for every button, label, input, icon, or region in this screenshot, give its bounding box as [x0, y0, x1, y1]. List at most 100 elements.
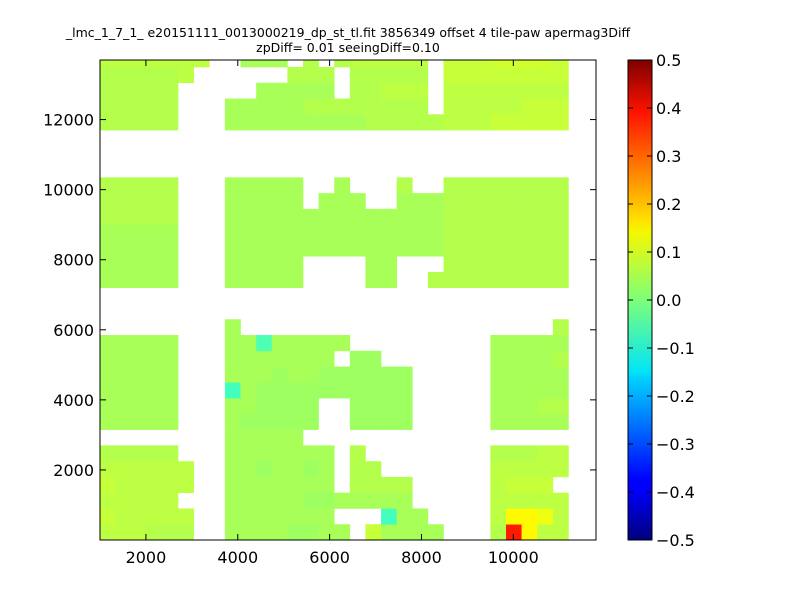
heatmap-cell	[396, 492, 413, 509]
heatmap-cell	[162, 114, 179, 131]
heatmap-cell	[115, 413, 132, 430]
heatmap-cell	[146, 350, 163, 367]
heatmap-cell	[302, 240, 319, 257]
heatmap-cell	[365, 524, 382, 540]
heatmap-cell	[256, 224, 273, 241]
heatmap-cell	[490, 177, 507, 194]
heatmap-cell	[100, 240, 116, 257]
heatmap-cell	[287, 398, 304, 415]
heatmap-cell	[349, 398, 366, 415]
heatmap-cell	[146, 114, 163, 131]
heatmap-cell	[271, 461, 288, 478]
heatmap-cell	[100, 271, 116, 289]
heatmap-cell	[224, 524, 241, 540]
heatmap-cell	[349, 382, 366, 399]
heatmap-cell	[318, 382, 335, 399]
heatmap-cell	[302, 398, 319, 415]
heatmap-cell	[115, 271, 132, 289]
heatmap-cell	[490, 224, 507, 241]
heatmap-cell	[443, 67, 460, 84]
heatmap-cell	[162, 256, 179, 273]
heatmap-cell	[521, 461, 538, 478]
heatmap-cell	[302, 492, 319, 509]
heatmap-cell	[178, 461, 194, 478]
heatmap-cell	[365, 398, 382, 415]
heatmap-cell	[365, 60, 382, 68]
heatmap-cell	[427, 240, 444, 257]
heatmap-cell	[537, 271, 554, 289]
heatmap-cell	[131, 208, 148, 225]
y-tick-label: 12000	[43, 111, 94, 130]
heatmap-cell	[443, 193, 460, 210]
heatmap-cell	[521, 208, 538, 225]
heatmap-cell	[115, 476, 132, 493]
colorbar-tick-label: −0.3	[656, 435, 695, 454]
heatmap-cell	[146, 271, 163, 289]
colorbar-tick-label: −0.1	[656, 339, 695, 358]
colorbar-tick-label: −0.5	[656, 531, 695, 550]
heatmap-cell	[146, 335, 163, 352]
heatmap-cell	[318, 335, 335, 352]
heatmap-cell	[115, 398, 132, 415]
heatmap-cell	[475, 35, 491, 51]
heatmap-cell	[521, 335, 538, 352]
heatmap-cell	[224, 114, 241, 131]
heatmap-cell	[115, 98, 132, 115]
heatmap-cell	[256, 114, 273, 131]
heatmap-cell	[147, 35, 163, 51]
heatmap-cell	[240, 240, 257, 257]
heatmap-cell	[287, 492, 304, 509]
heatmap-cell	[271, 445, 288, 462]
heatmap-cell	[552, 508, 569, 525]
heatmap-cell	[396, 98, 413, 115]
heatmap-cell	[100, 256, 116, 273]
heatmap-cell	[334, 177, 351, 194]
heatmap-cell	[537, 492, 554, 509]
heatmap-cell	[552, 98, 569, 115]
heatmap-cell	[318, 492, 335, 509]
heatmap-cell	[412, 114, 429, 131]
heatmap-cell	[459, 193, 476, 210]
heatmap-cell	[162, 335, 179, 352]
heatmap-cell	[474, 114, 491, 131]
heatmap-cell	[522, 35, 538, 51]
heatmap-cell	[552, 82, 569, 99]
heatmap-cell	[240, 114, 257, 131]
heatmap-cell	[334, 60, 351, 68]
heatmap-cell	[131, 461, 148, 478]
heatmap-cell	[381, 508, 397, 525]
heatmap-cell	[146, 476, 163, 493]
heatmap-cell	[505, 114, 522, 131]
heatmap-cell	[287, 350, 304, 367]
heatmap-cell	[224, 335, 241, 352]
heatmap-cell	[240, 476, 257, 493]
heatmap-cell	[521, 98, 538, 115]
heatmap-cell	[506, 35, 522, 51]
heatmap-cell	[271, 224, 288, 241]
heatmap-cell	[334, 224, 351, 241]
heatmap-cell	[318, 193, 335, 210]
heatmap-cell	[162, 382, 179, 399]
heatmap-cell	[178, 476, 194, 493]
heatmap-cell	[302, 350, 319, 367]
heatmap-cell	[349, 461, 366, 478]
heatmap-cell	[256, 60, 273, 68]
heatmap-cell	[537, 256, 554, 273]
chart-title-line-2: zpDiff= 0.01 seeingDiff=0.10	[256, 40, 440, 55]
heatmap-cell	[365, 82, 382, 99]
heatmap-cell	[256, 524, 273, 540]
heatmap-cell	[287, 256, 304, 273]
heatmap-cell	[271, 98, 288, 115]
heatmap-cell	[146, 366, 163, 383]
heatmap-cell	[349, 224, 366, 241]
heatmap-cell	[224, 350, 241, 367]
heatmap-cell	[396, 476, 413, 493]
heatmap-cell	[271, 492, 288, 509]
heatmap-cell	[521, 398, 538, 415]
heatmap-cell	[349, 98, 366, 115]
heatmap-cell	[302, 461, 319, 478]
heatmap-cell	[256, 350, 273, 367]
heatmap-cell	[396, 524, 413, 540]
heatmap-cell	[537, 224, 554, 241]
colorbar-tick-label: 0.4	[656, 99, 681, 118]
